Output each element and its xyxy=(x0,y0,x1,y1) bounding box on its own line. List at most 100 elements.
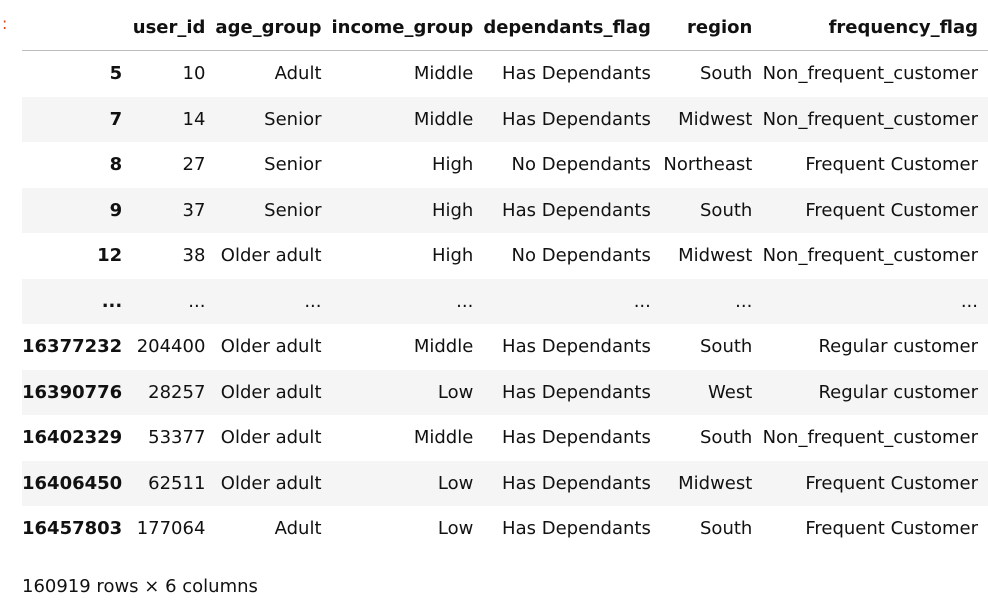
table-body: 5 10 Adult Middle Has Dependants South Non_fre… xyxy=(22,51,988,552)
table-cell: Has Dependants xyxy=(502,472,651,494)
table-cell: Frequent Customer xyxy=(805,154,978,176)
table-cell: Midwest xyxy=(678,108,753,130)
table-cell: ... xyxy=(304,290,322,312)
table-cell: No Dependants xyxy=(511,245,651,267)
table-cell: South xyxy=(700,427,753,449)
table-cell: Middle xyxy=(413,108,474,130)
table-cell: Has Dependants xyxy=(502,63,651,85)
table-cell: 37 xyxy=(182,199,206,221)
table-cell: Older adult xyxy=(220,245,322,267)
table-cell: Has Dependants xyxy=(502,108,651,130)
table-row: 9 37 Senior High Has Dependants South Frequent… xyxy=(22,187,988,233)
table-cell: ... xyxy=(456,290,474,312)
dataframe: user_id age_group income_group dependants_f… xyxy=(22,5,988,552)
prompt-marker: : xyxy=(2,14,8,33)
table-cell: No Dependants xyxy=(511,154,651,176)
table-cell: South xyxy=(700,199,753,221)
table-row: 5 10 Adult Middle Has Dependants South Non_fre… xyxy=(22,51,988,97)
table-cell: Frequent Customer xyxy=(805,472,978,494)
table-cell: 177064 xyxy=(136,518,206,540)
table-cell: Adult xyxy=(274,518,322,540)
table-cell: Adult xyxy=(274,63,322,85)
table-cell: High xyxy=(431,199,474,221)
table-cell: South xyxy=(700,518,753,540)
table-row: 7 14 Senior Middle Has Dependants Midwest Non_… xyxy=(22,96,988,142)
index-header xyxy=(22,5,133,51)
row-index: 12 xyxy=(97,245,123,267)
table-cell: Regular customer xyxy=(818,336,978,358)
table-row: 16390776 28257 Older adult Low Has Dependant… xyxy=(22,369,988,415)
table-cell: Senior xyxy=(264,154,322,176)
table-cell: Senior xyxy=(264,199,322,221)
table-cell: ... xyxy=(735,290,753,312)
table-cell: Midwest xyxy=(678,245,753,267)
row-index: 7 xyxy=(109,108,123,130)
table-cell: Has Dependants xyxy=(502,427,651,449)
table-cell: 28257 xyxy=(148,381,206,403)
row-index: 8 xyxy=(109,154,123,176)
row-index: 9 xyxy=(109,199,123,221)
table-cell: Non_frequent_customer xyxy=(762,245,978,267)
table-cell: 62511 xyxy=(148,472,206,494)
table-cell: Frequent Customer xyxy=(805,518,978,540)
column-header: dependants_flag xyxy=(483,5,661,51)
row-index: ... xyxy=(101,290,123,312)
table-cell: Midwest xyxy=(678,472,753,494)
table-cell: Has Dependants xyxy=(502,336,651,358)
table-cell: High xyxy=(431,154,474,176)
column-header: user_id xyxy=(132,5,216,51)
table-cell: Regular customer xyxy=(818,381,978,403)
table-cell: Low xyxy=(437,472,474,494)
row-index: 16377232 xyxy=(22,336,123,358)
table-cell: West xyxy=(708,381,753,403)
table-cell: Non_frequent_customer xyxy=(762,108,978,130)
table-row: 16457803 177064 Adult Low Has Dependants Sout… xyxy=(22,506,988,552)
table-cell: Non_frequent_customer xyxy=(762,427,978,449)
table-cell: Older adult xyxy=(220,336,322,358)
header-row: user_id age_group income_group dependants_f… xyxy=(22,5,988,51)
table-cell: Senior xyxy=(264,108,322,130)
table-row: 16377232 204400 Older adult Middle Has Depen… xyxy=(22,324,988,370)
table-cell: 38 xyxy=(182,245,206,267)
table-cell: 204400 xyxy=(136,336,206,358)
table-cell: Frequent Customer xyxy=(805,199,978,221)
table-cell: Middle xyxy=(413,336,474,358)
table-row: 12 38 Older adult High No Dependants Midwest N… xyxy=(22,233,988,279)
table-cell: ... xyxy=(960,290,978,312)
column-header: region xyxy=(660,5,763,51)
table-cell: ... xyxy=(188,290,206,312)
table-cell: Has Dependants xyxy=(502,518,651,540)
table-cell: 27 xyxy=(182,154,206,176)
table-cell: Older adult xyxy=(220,427,322,449)
table-cell: Has Dependants xyxy=(502,381,651,403)
table-cell: Older adult xyxy=(220,381,322,403)
table-row: 16406450 62511 Older adult Low Has Dependant… xyxy=(22,460,988,506)
table-cell: South xyxy=(700,336,753,358)
table-cell: Low xyxy=(437,518,474,540)
column-header: age_group xyxy=(215,5,332,51)
table-cell: ... xyxy=(633,290,651,312)
table-cell: Middle xyxy=(413,63,474,85)
column-header: income_group xyxy=(331,5,484,51)
row-index: 5 xyxy=(109,63,123,85)
table-row: 8 27 Senior High No Dependants Northeast Frequ… xyxy=(22,142,988,188)
table-cell: Low xyxy=(437,381,474,403)
table-cell: Middle xyxy=(413,427,474,449)
table-cell: High xyxy=(431,245,474,267)
table-cell: 14 xyxy=(182,108,206,130)
table-cell: Older adult xyxy=(220,472,322,494)
footer: 160919 rows × 6 columns xyxy=(22,576,258,597)
table-cell: 10 xyxy=(182,63,206,85)
table-cell: South xyxy=(700,63,753,85)
row-index: 16406450 xyxy=(22,472,123,494)
table-row: ..................... xyxy=(22,278,988,324)
table-cell: 53377 xyxy=(148,427,206,449)
table-cell: Has Dependants xyxy=(502,199,651,221)
column-header: frequency_flag xyxy=(762,5,988,51)
table-cell: Northeast xyxy=(663,154,753,176)
row-index: 16390776 xyxy=(22,381,123,403)
row-index: 16457803 xyxy=(22,518,123,540)
table-row: 16402329 53377 Older adult Middle Has Depend… xyxy=(22,415,988,461)
row-index: 16402329 xyxy=(22,427,123,449)
